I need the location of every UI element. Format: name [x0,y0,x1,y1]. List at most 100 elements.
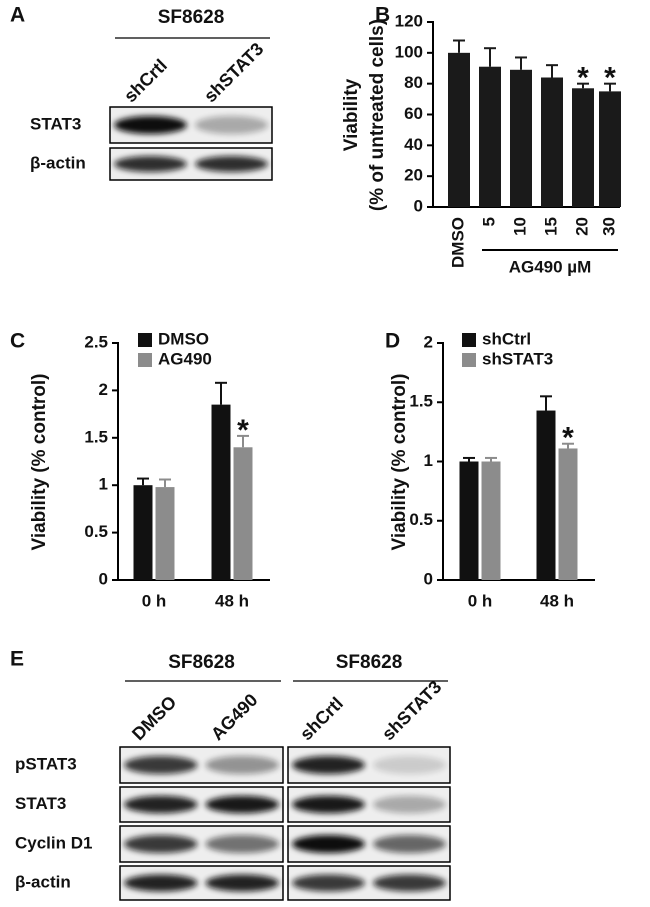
panel-label: B [375,4,390,27]
x-axis-label: AG490 µM [509,257,592,276]
panel-label: D [385,330,400,353]
y-tick-label: 2 [424,332,433,351]
y-tick-label: 0 [424,569,433,588]
blot-band [195,116,268,134]
y-tick-label: 1.5 [409,392,433,411]
blot-band [114,156,187,172]
blot-band [292,835,365,853]
blot-band [292,756,365,774]
blot-frame [119,746,284,784]
y-tick-label: 0.5 [409,510,433,529]
x-tick-label: 48 h [540,591,574,610]
y-tick-label: 0 [99,569,108,588]
x-tick-label: DMSO [448,217,467,268]
panel-label: C [10,330,25,353]
blot-frame [109,106,273,144]
group-title: SF8628 [336,652,403,673]
y-axis-label: (% of untreated cells) [367,19,388,211]
significance-mark: * [577,62,589,95]
bar [155,487,175,580]
y-tick-label: 0.5 [84,522,108,541]
blot-band [205,835,279,853]
blot-frame [287,786,451,823]
blot-band [292,795,365,814]
y-axis-label: Viability [341,78,362,151]
x-tick-label: 10 [510,217,529,236]
blot-frame [119,825,284,863]
y-tick-label: 20 [404,166,423,185]
y-tick-label: 80 [404,73,423,92]
y-tick-label: 0 [414,196,423,215]
legend-label: shSTAT3 [482,349,553,368]
blot-band [292,874,365,892]
blot-band [373,874,446,892]
x-tick-label: 30 [599,217,618,236]
lane-label: shSTAT3 [200,39,267,106]
row-label: STAT3 [30,114,81,133]
bar [459,461,479,580]
x-tick-label: 15 [541,217,560,236]
lane-label: AG490 [207,690,261,744]
blot-frame [287,865,451,901]
bar [211,404,231,580]
y-tick-label: 2.5 [84,332,108,351]
row-label: Cyclin D1 [15,833,92,852]
significance-mark: * [604,62,616,95]
row-label: β-actin [15,872,71,891]
blot-band [373,795,446,814]
blot-band [124,756,198,774]
x-tick-label: 5 [479,217,498,226]
blot-frame [109,147,273,181]
blot-band [373,835,446,853]
y-tick-label: 1 [424,451,433,470]
lane-label: shSTAT3 [378,677,445,744]
bar [558,448,578,580]
bar [448,52,470,208]
y-tick-label: 100 [395,42,423,61]
legend-label: shCtrl [482,329,531,348]
significance-mark: * [237,414,249,447]
significance-mark: * [562,422,574,455]
x-tick-label: 20 [572,217,591,236]
bar [599,91,621,207]
blot-frame [119,865,284,901]
y-tick-label: 2 [99,380,108,399]
lane-label: shCrtl [120,55,171,106]
legend-swatch [462,353,476,367]
x-tick-label: 0 h [468,591,493,610]
bar [572,88,594,207]
blot-frame [287,746,451,784]
y-tick-label: 1 [99,475,108,494]
legend-swatch [138,353,152,367]
y-axis-label: Viability (% control) [29,373,50,550]
row-label: β-actin [30,153,86,172]
legend-label: DMSO [158,329,209,348]
blot-frame [119,786,284,823]
lane-label: DMSO [128,692,180,744]
bar [481,461,501,580]
bar [510,69,532,208]
x-tick-label: 0 h [142,591,167,610]
legend-swatch [138,333,152,347]
bar [536,410,556,580]
group-title: SF8628 [158,7,225,28]
panel-label: E [10,648,24,671]
legend-swatch [462,333,476,347]
row-label: STAT3 [15,794,66,813]
blot-band [205,874,279,892]
bar [233,447,253,580]
group-title: SF8628 [168,652,235,673]
blot-band [195,156,268,172]
legend-label: AG490 [158,349,212,368]
y-tick-label: 120 [395,11,423,30]
x-tick-label: 48 h [215,591,249,610]
bar [133,485,153,580]
blot-band [124,874,198,892]
row-label: pSTAT3 [15,754,77,773]
blot-band [205,795,279,814]
blot-band [124,795,198,814]
blot-band [124,835,198,853]
y-tick-label: 1.5 [84,427,108,446]
lane-label: shCrtl [296,693,347,744]
